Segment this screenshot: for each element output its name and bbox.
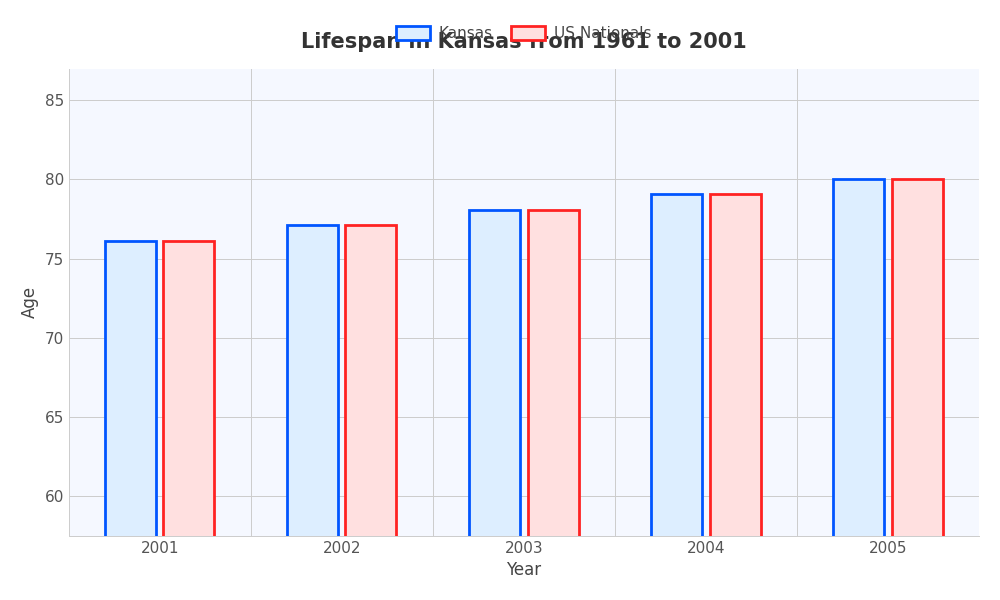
Legend: Kansas, US Nationals: Kansas, US Nationals — [390, 20, 658, 47]
Bar — [469, 209, 520, 600]
Y-axis label: Age: Age — [21, 286, 39, 318]
Bar — [105, 241, 156, 600]
Bar — [833, 179, 884, 600]
Bar — [710, 194, 761, 600]
Bar — [651, 194, 702, 600]
Bar — [287, 226, 338, 600]
Bar — [345, 226, 396, 600]
Title: Lifespan in Kansas from 1961 to 2001: Lifespan in Kansas from 1961 to 2001 — [301, 32, 747, 52]
X-axis label: Year: Year — [506, 561, 541, 579]
Bar — [528, 209, 579, 600]
Bar — [892, 179, 943, 600]
Bar — [163, 241, 214, 600]
